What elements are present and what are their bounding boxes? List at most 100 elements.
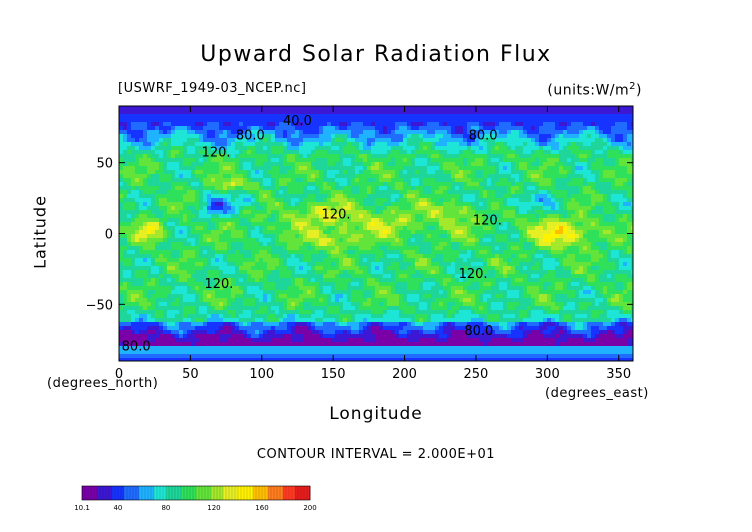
heatmap-cell [179, 170, 184, 175]
heatmap-cell [559, 254, 564, 259]
heatmap-cell [555, 214, 560, 219]
heatmap-cell [319, 250, 324, 255]
heatmap-cell [591, 238, 596, 243]
heatmap-cell [135, 130, 140, 135]
heatmap-cell [479, 158, 484, 163]
heatmap-cell [555, 234, 560, 239]
heatmap-cell [331, 122, 336, 127]
heatmap-cell [339, 174, 344, 179]
heatmap-cell [183, 174, 188, 179]
heatmap-cell [379, 142, 384, 147]
heatmap-cell [523, 234, 528, 239]
heatmap-cell [359, 138, 364, 143]
heatmap-cell [487, 226, 492, 231]
heatmap-cell [159, 106, 164, 111]
heatmap-cell [567, 170, 572, 175]
heatmap-cell [183, 134, 188, 139]
heatmap-cell [539, 182, 544, 187]
heatmap-cell [611, 210, 616, 215]
heatmap-cell [175, 134, 180, 139]
heatmap-cell [335, 106, 340, 111]
heatmap-cell [295, 242, 300, 247]
heatmap-cell [147, 202, 152, 207]
heatmap-cell [235, 194, 240, 199]
heatmap-cell [515, 226, 520, 231]
heatmap-cell [155, 254, 160, 259]
heatmap-cell [235, 218, 240, 223]
heatmap-cell [467, 198, 472, 203]
heatmap-cell [547, 246, 552, 251]
heatmap-cell [379, 234, 384, 239]
heatmap-cell [423, 190, 428, 195]
heatmap-cell [615, 122, 620, 127]
heatmap-cell [383, 226, 388, 231]
heatmap-cell [251, 130, 256, 135]
heatmap-cell [487, 198, 492, 203]
heatmap-cell [491, 206, 496, 211]
heatmap-cell [627, 114, 632, 119]
heatmap-cell [187, 118, 192, 123]
heatmap-cell [447, 254, 452, 259]
heatmap-cell [539, 246, 544, 251]
heatmap-cell [239, 234, 244, 239]
heatmap-cell [331, 146, 336, 151]
heatmap-cell [143, 214, 148, 219]
heatmap-cell [403, 254, 408, 259]
heatmap-cell [359, 150, 364, 155]
heatmap-cell [571, 126, 576, 131]
heatmap-cell [591, 110, 596, 115]
heatmap-cell [383, 218, 388, 223]
heatmap-cell [215, 202, 220, 207]
heatmap-cell [419, 178, 424, 183]
heatmap-cell [191, 174, 196, 179]
heatmap-cell [395, 150, 400, 155]
heatmap-cell [143, 242, 148, 247]
heatmap-cell [275, 122, 280, 127]
heatmap-cell [475, 254, 480, 259]
heatmap-cell [607, 114, 612, 119]
heatmap-cell [131, 226, 136, 231]
heatmap-cell [291, 150, 296, 155]
heatmap-cell [139, 238, 144, 243]
heatmap-cell [271, 234, 276, 239]
heatmap-cell [467, 222, 472, 227]
heatmap-cell [355, 210, 360, 215]
heatmap-cell [359, 166, 364, 171]
heatmap-cell [255, 142, 260, 147]
heatmap-cell [319, 254, 324, 259]
heatmap-cell [447, 122, 452, 127]
heatmap-cell [335, 114, 340, 119]
heatmap-cell [423, 206, 428, 211]
heatmap-cell [387, 206, 392, 211]
heatmap-cell [495, 110, 500, 115]
heatmap-cell [619, 146, 624, 151]
heatmap-cell [359, 158, 364, 163]
heatmap-cell [627, 238, 632, 243]
heatmap-cell [171, 190, 176, 195]
heatmap-cell [543, 162, 548, 167]
heatmap-cell [491, 154, 496, 159]
heatmap-cell [523, 182, 528, 187]
heatmap-cell [279, 198, 284, 203]
heatmap-cell [195, 142, 200, 147]
heatmap-cell [235, 166, 240, 171]
heatmap-cell [299, 182, 304, 187]
heatmap-cell [131, 254, 136, 259]
heatmap-cell [351, 258, 356, 263]
heatmap-cell [575, 130, 580, 135]
heatmap-cell [151, 234, 156, 239]
heatmap-cell [215, 218, 220, 223]
heatmap-cell [143, 114, 148, 119]
heatmap-cell [279, 162, 284, 167]
heatmap-cell [343, 122, 348, 127]
heatmap-cell [203, 146, 208, 151]
heatmap-cell [359, 194, 364, 199]
heatmap-cell [607, 142, 612, 147]
heatmap-cell [571, 222, 576, 227]
heatmap-cell [311, 134, 316, 139]
heatmap-cell [223, 226, 228, 231]
heatmap-cell [171, 230, 176, 235]
heatmap-cell [139, 218, 144, 223]
heatmap-cell [263, 206, 268, 211]
heatmap-cell [571, 242, 576, 247]
